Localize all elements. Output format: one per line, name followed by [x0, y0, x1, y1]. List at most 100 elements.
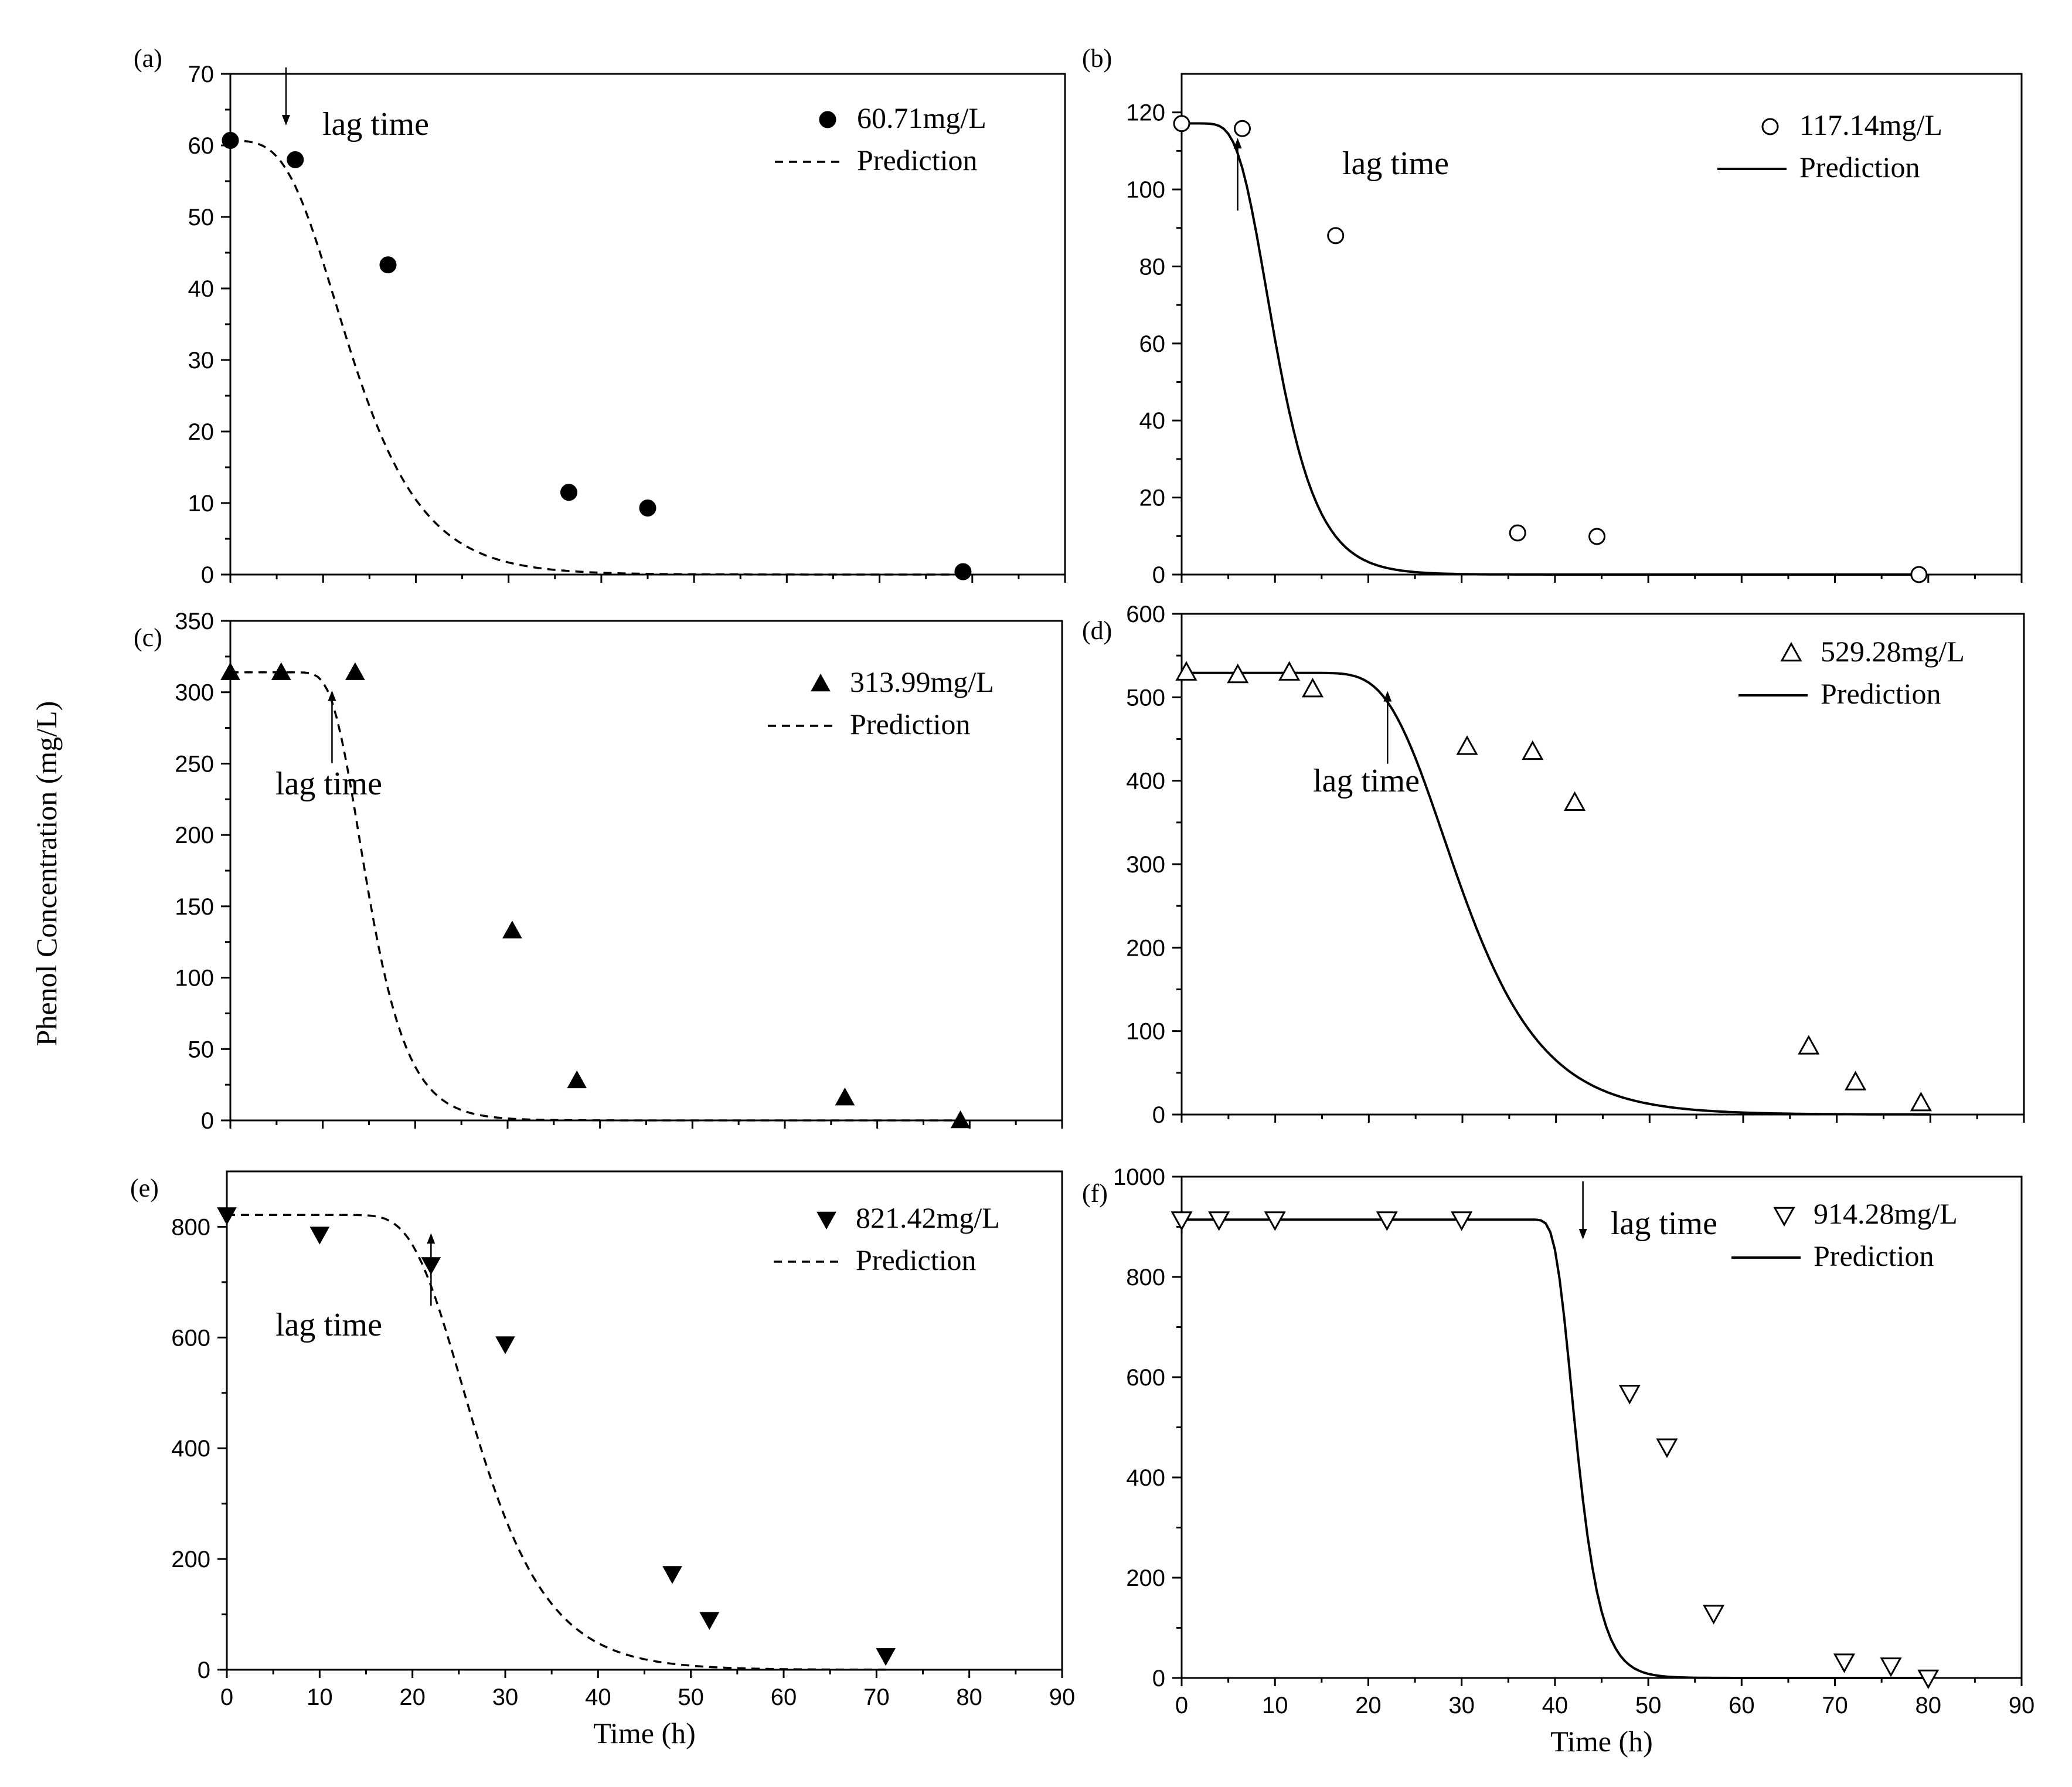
x-tick-label: 70 — [863, 1684, 890, 1710]
legend-series-label: 117.14mg/L — [1799, 108, 1942, 141]
y-tick-label: 400 — [1126, 769, 1165, 794]
y-tick-label: 200 — [175, 823, 214, 848]
x-tick-label: 0 — [1175, 1693, 1188, 1718]
y-tick-label: 600 — [171, 1325, 210, 1351]
prediction-curve — [227, 1214, 886, 1671]
lag-time-arrow — [427, 1233, 436, 1306]
x-tick-label: 30 — [492, 1684, 519, 1710]
x-tick-label: 60 — [1729, 1693, 1755, 1718]
y-tick-label: 100 — [1126, 177, 1165, 203]
chart-panel-b: (b) 0 20 40 60 80 100 120 117.14mg/L Prediction la… — [1082, 44, 2023, 588]
y-tick-label: 0 — [201, 1108, 214, 1134]
legend-series-label: 821.42mg/L — [856, 1201, 1000, 1234]
y-tick-label: 150 — [175, 894, 214, 920]
legend-series-label: 529.28mg/L — [1821, 635, 1965, 668]
data-point — [567, 1070, 587, 1089]
y-tick-label: 100 — [1126, 1019, 1165, 1045]
data-point — [502, 920, 522, 939]
chart-panel-c: (c) 0 50 100 150 200 250 300 350 313.99mg/L Predic… — [134, 609, 1063, 1134]
x-tick-label: 40 — [1542, 1693, 1569, 1718]
prediction-curve — [1182, 1218, 1928, 1679]
data-point — [287, 151, 304, 168]
y-tick-label: 120 — [1126, 100, 1165, 126]
lag-time-arrow — [1383, 691, 1392, 764]
y-tick-label: 350 — [175, 609, 214, 634]
y-tick-label: 1000 — [1113, 1164, 1165, 1190]
data-point — [1833, 1653, 1856, 1673]
legend-fit-label: Prediction — [856, 1244, 977, 1276]
data-point — [1173, 115, 1190, 133]
lag-time-label: lag time — [275, 766, 382, 802]
x-tick-label: 20 — [1355, 1693, 1382, 1718]
prediction-curve — [230, 671, 961, 1122]
y-tick-label: 70 — [188, 62, 215, 87]
data-point — [662, 1566, 682, 1584]
legend-series-label: 313.99mg/L — [850, 665, 994, 698]
data-point — [1208, 1211, 1230, 1231]
prediction-curve — [1182, 671, 1931, 1116]
panel-label: (d) — [1082, 616, 1112, 645]
data-point — [1227, 663, 1249, 684]
data-point — [699, 1612, 720, 1630]
panel-label: (c) — [134, 623, 162, 652]
data-point — [1910, 1091, 1932, 1112]
data-point — [1656, 1438, 1678, 1458]
y-tick-label: 200 — [1126, 935, 1165, 961]
legend-marker — [816, 1211, 836, 1230]
data-point — [495, 1336, 515, 1354]
data-point — [1301, 678, 1324, 698]
y-tick-label: 0 — [1152, 1102, 1165, 1128]
data-point — [1618, 1385, 1641, 1405]
data-point — [1588, 528, 1606, 545]
data-point — [1910, 566, 1928, 583]
lag-time-label: lag time — [1611, 1205, 1717, 1242]
y-tick-label: 300 — [175, 680, 214, 706]
panel-label: (e) — [130, 1174, 159, 1202]
chart-panel-e: (e) 0 200 400 600 800 0 10 20 30 40 50 60 70 80 90 Time … — [130, 1170, 1075, 1749]
y-tick-label: 300 — [1126, 852, 1165, 878]
data-point — [1278, 661, 1301, 681]
lag-time-arrow — [1233, 138, 1242, 211]
y-tick-label: 40 — [1139, 408, 1166, 434]
data-point — [639, 500, 656, 517]
y-tick-label: 250 — [175, 751, 214, 777]
x-tick-label: 20 — [399, 1684, 426, 1710]
lag-time-label: lag time — [1342, 145, 1449, 182]
y-tick-label: 800 — [171, 1214, 210, 1240]
x-tick-label: 50 — [1635, 1693, 1662, 1718]
x-tick-label: 30 — [1448, 1693, 1475, 1718]
data-point — [1327, 227, 1345, 244]
data-point — [345, 662, 365, 680]
y-tick-label: 20 — [188, 419, 215, 445]
data-point — [1264, 1211, 1286, 1231]
y-tick-label: 30 — [188, 348, 215, 373]
data-point — [560, 484, 578, 501]
y-tick-label: 60 — [188, 133, 215, 159]
lag-time-label: lag time — [322, 106, 429, 142]
x-axis-title: Time (h) — [1550, 1725, 1653, 1758]
data-point — [379, 256, 397, 274]
data-point — [1798, 1035, 1820, 1055]
x-tick-label: 80 — [956, 1684, 982, 1710]
y-tick-label: 0 — [1152, 562, 1165, 588]
data-point — [1175, 661, 1197, 681]
panel-label: (a) — [134, 44, 162, 73]
legend-fit-label: Prediction — [1814, 1239, 1934, 1272]
chart-panel-a: (a) 0 10 20 30 40 50 60 70 60.71mg/L Prediction lag… — [134, 44, 1066, 588]
data-point — [1917, 1669, 1940, 1690]
legend-marker — [1780, 641, 1802, 662]
data-point — [1522, 740, 1544, 760]
legend-fit-label: Prediction — [1799, 151, 1920, 184]
y-tick-label: 200 — [171, 1547, 210, 1572]
data-point — [1171, 1211, 1193, 1231]
legend-fit-label: Prediction — [857, 144, 978, 176]
data-point — [1564, 791, 1586, 811]
legend-marker — [1761, 118, 1779, 135]
data-point — [835, 1088, 855, 1106]
data-point — [222, 131, 239, 149]
x-tick-label: 80 — [1916, 1693, 1942, 1718]
x-tick-label: 40 — [585, 1684, 611, 1710]
data-point — [1451, 1211, 1473, 1231]
data-point — [950, 1110, 971, 1129]
chart-panel-d: (d) 0 100 200 300 400 500 600 529.28mg/L Predicti… — [1082, 602, 2025, 1128]
